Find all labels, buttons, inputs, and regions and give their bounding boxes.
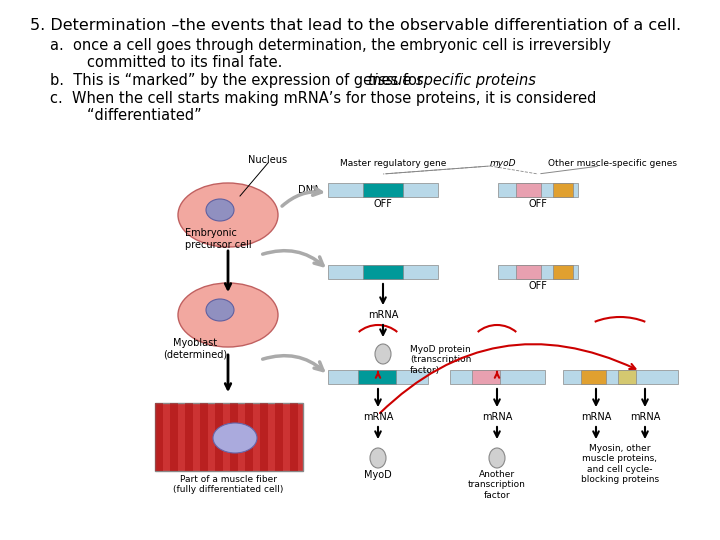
Text: mRNA: mRNA — [630, 412, 660, 422]
FancyBboxPatch shape — [472, 370, 500, 384]
Text: mRNA: mRNA — [363, 412, 393, 422]
Text: Master regulatory gene: Master regulatory gene — [340, 159, 449, 168]
FancyBboxPatch shape — [245, 403, 253, 471]
FancyBboxPatch shape — [498, 265, 578, 279]
Ellipse shape — [213, 423, 257, 453]
FancyBboxPatch shape — [275, 403, 283, 471]
Ellipse shape — [375, 344, 391, 364]
Text: a.  once a cell goes through determination, the embryonic cell is irreversibly: a. once a cell goes through determinatio… — [50, 38, 611, 53]
FancyBboxPatch shape — [358, 370, 396, 384]
FancyBboxPatch shape — [328, 183, 438, 197]
Text: OFF: OFF — [528, 281, 547, 291]
Text: mRNA: mRNA — [368, 310, 398, 320]
FancyBboxPatch shape — [328, 370, 428, 384]
Text: Part of a muscle fiber
(fully differentiated cell): Part of a muscle fiber (fully differenti… — [173, 475, 283, 495]
FancyBboxPatch shape — [450, 370, 545, 384]
Text: Nucleus: Nucleus — [248, 155, 287, 165]
FancyBboxPatch shape — [363, 265, 403, 279]
FancyBboxPatch shape — [553, 183, 573, 197]
FancyBboxPatch shape — [230, 403, 238, 471]
Text: Myosin, other
muscle proteins,
and cell cycle-
blocking proteins: Myosin, other muscle proteins, and cell … — [581, 444, 659, 484]
Text: mRNA: mRNA — [482, 412, 512, 422]
FancyBboxPatch shape — [170, 403, 178, 471]
FancyBboxPatch shape — [155, 403, 163, 471]
FancyBboxPatch shape — [498, 183, 578, 197]
Text: 5. Determination –the events that lead to the observable differentiation of a ce: 5. Determination –the events that lead t… — [30, 18, 681, 33]
FancyBboxPatch shape — [516, 265, 541, 279]
Text: b.  This is “marked” by the expression of genes for: b. This is “marked” by the expression of… — [50, 73, 428, 88]
Text: Myoblast
(determined): Myoblast (determined) — [163, 338, 227, 360]
Text: c.  When the cell starts making mRNA’s for those proteins, it is considered: c. When the cell starts making mRNA’s fo… — [50, 91, 596, 106]
Text: myoD: myoD — [490, 159, 516, 168]
Text: committed to its final fate.: committed to its final fate. — [50, 55, 282, 70]
Text: Embryonic
precursor cell: Embryonic precursor cell — [185, 228, 251, 249]
Text: MyoD protein
(transcription
factor): MyoD protein (transcription factor) — [410, 345, 472, 375]
Ellipse shape — [178, 283, 278, 347]
Ellipse shape — [370, 448, 386, 468]
Text: “differentiated”: “differentiated” — [50, 108, 202, 123]
FancyBboxPatch shape — [328, 265, 438, 279]
Ellipse shape — [206, 199, 234, 221]
FancyBboxPatch shape — [563, 370, 678, 384]
Text: mRNA: mRNA — [581, 412, 611, 422]
FancyBboxPatch shape — [185, 403, 193, 471]
FancyBboxPatch shape — [553, 265, 573, 279]
FancyBboxPatch shape — [200, 403, 208, 471]
FancyBboxPatch shape — [581, 370, 606, 384]
FancyBboxPatch shape — [215, 403, 223, 471]
Text: OFF: OFF — [374, 199, 392, 209]
Text: OFF: OFF — [528, 199, 547, 209]
FancyBboxPatch shape — [618, 370, 636, 384]
Text: MyoD: MyoD — [364, 470, 392, 480]
Text: Another
transcription
factor: Another transcription factor — [468, 470, 526, 500]
Ellipse shape — [206, 299, 234, 321]
FancyBboxPatch shape — [516, 183, 541, 197]
FancyBboxPatch shape — [290, 403, 298, 471]
Text: tissue specific proteins: tissue specific proteins — [368, 73, 536, 88]
Text: DNA: DNA — [298, 185, 320, 195]
FancyBboxPatch shape — [363, 183, 403, 197]
Ellipse shape — [178, 183, 278, 247]
FancyBboxPatch shape — [260, 403, 268, 471]
FancyBboxPatch shape — [155, 403, 303, 471]
Ellipse shape — [489, 448, 505, 468]
Text: Other muscle-specific genes: Other muscle-specific genes — [548, 159, 677, 168]
